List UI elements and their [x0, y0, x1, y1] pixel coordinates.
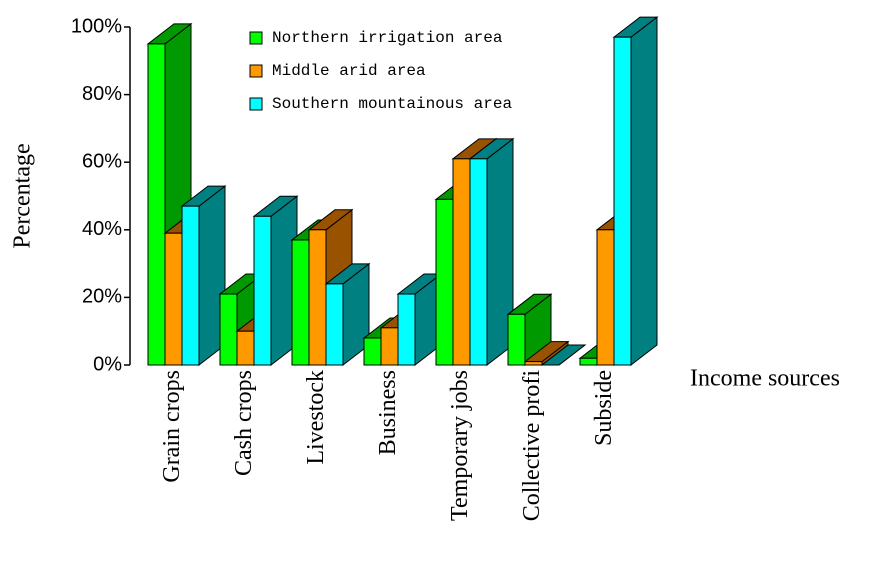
legend-label: Northern irrigation area [272, 29, 503, 47]
bar [435, 198, 454, 366]
bar-top [540, 344, 587, 366]
bar [253, 215, 272, 366]
bar [219, 293, 238, 366]
y-axis-label: Percentage [10, 143, 36, 248]
bar [524, 361, 543, 366]
bar [452, 158, 471, 366]
bar [164, 232, 183, 366]
legend-swatch [249, 31, 263, 45]
y-tick-label: 40% [82, 218, 122, 240]
bar [181, 205, 200, 366]
x-tick-label: Grain crops [159, 370, 185, 483]
legend-swatch [249, 97, 263, 111]
bar [325, 283, 344, 366]
bar [363, 337, 382, 366]
bar [236, 330, 255, 366]
legend-swatch [249, 64, 263, 78]
x-axis-label: Income sources [690, 366, 840, 392]
bar [291, 239, 310, 366]
bar [579, 357, 598, 366]
y-tick-label: 20% [82, 286, 122, 308]
bar [308, 229, 327, 366]
x-tick-label: Temporary jobs [447, 370, 473, 521]
x-tick-label: Subside [591, 370, 617, 446]
y-tick-label: 100% [71, 15, 122, 37]
bar [613, 36, 632, 366]
y-tick-label: 80% [82, 83, 122, 105]
y-tick-label: 60% [82, 150, 122, 172]
x-tick-label: Cash crops [231, 370, 257, 476]
x-tick-label: Livestock [303, 370, 329, 465]
bar-side [630, 16, 658, 367]
x-tick-label: Collective profi [519, 370, 545, 522]
legend-label: Middle arid area [272, 62, 426, 80]
bar [507, 313, 526, 366]
bar [469, 158, 488, 366]
bar [596, 229, 615, 366]
bar [397, 293, 416, 366]
x-tick-label: Business [375, 370, 401, 455]
bar [147, 43, 166, 366]
bar [380, 327, 399, 366]
legend-label: Southern mountainous area [272, 95, 512, 113]
y-tick-label: 0% [93, 353, 122, 375]
